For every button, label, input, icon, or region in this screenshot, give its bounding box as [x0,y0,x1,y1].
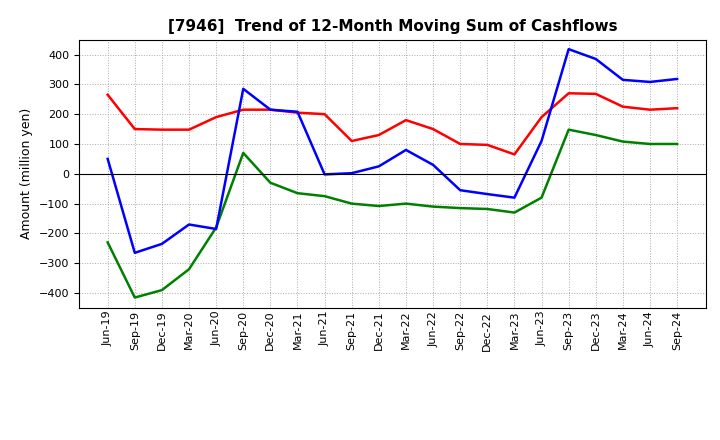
Operating Cashflow [428,126,437,132]
Investing Cashflow [104,240,112,245]
Investing Cashflow [428,204,437,209]
Investing Cashflow [646,141,654,147]
Free Cashflow [130,250,139,256]
Investing Cashflow [483,206,492,212]
Free Cashflow [591,56,600,62]
Operating Cashflow [402,117,410,123]
Free Cashflow [402,147,410,153]
Free Cashflow [646,79,654,84]
Free Cashflow [212,226,220,231]
Investing Cashflow [537,195,546,200]
Free Cashflow [266,107,275,112]
Investing Cashflow [293,191,302,196]
Free Cashflow [320,172,329,177]
Operating Cashflow [537,114,546,120]
Operating Cashflow [456,141,464,147]
Free Cashflow [483,191,492,197]
Operating Cashflow [510,152,518,157]
Operating Cashflow [646,107,654,112]
Operating Cashflow [130,126,139,132]
Free Cashflow [672,76,681,81]
Investing Cashflow [402,201,410,206]
Operating Cashflow [104,92,112,97]
Free Cashflow [510,195,518,200]
Free Cashflow [428,162,437,168]
Investing Cashflow [510,210,518,215]
Operating Cashflow [672,106,681,111]
Operating Cashflow [591,91,600,96]
Y-axis label: Amount (million yen): Amount (million yen) [20,108,33,239]
Investing Cashflow [158,287,166,293]
Free Cashflow [537,138,546,143]
Free Cashflow [618,77,627,82]
Free Cashflow [374,164,383,169]
Investing Cashflow [456,205,464,211]
Investing Cashflow [239,150,248,156]
Investing Cashflow [591,132,600,138]
Line: Free Cashflow: Free Cashflow [108,49,677,253]
Investing Cashflow [374,203,383,209]
Free Cashflow [158,241,166,246]
Investing Cashflow [564,127,573,132]
Operating Cashflow [158,127,166,132]
Operating Cashflow [212,114,220,120]
Investing Cashflow [185,267,194,272]
Operating Cashflow [239,107,248,112]
Free Cashflow [456,187,464,193]
Line: Operating Cashflow: Operating Cashflow [108,93,677,154]
Investing Cashflow [320,194,329,199]
Operating Cashflow [483,142,492,147]
Operating Cashflow [348,138,356,143]
Free Cashflow [293,109,302,114]
Operating Cashflow [564,91,573,96]
Operating Cashflow [618,104,627,109]
Operating Cashflow [374,132,383,138]
Investing Cashflow [618,139,627,144]
Investing Cashflow [266,180,275,185]
Investing Cashflow [348,201,356,206]
Operating Cashflow [266,107,275,112]
Operating Cashflow [185,127,194,132]
Investing Cashflow [672,141,681,147]
Investing Cashflow [130,295,139,300]
Free Cashflow [185,222,194,227]
Free Cashflow [564,47,573,52]
Title: [7946]  Trend of 12-Month Moving Sum of Cashflows: [7946] Trend of 12-Month Moving Sum of C… [168,19,617,34]
Line: Investing Cashflow: Investing Cashflow [108,130,677,297]
Investing Cashflow [212,225,220,230]
Operating Cashflow [293,110,302,115]
Operating Cashflow [320,111,329,117]
Free Cashflow [104,156,112,161]
Free Cashflow [239,86,248,92]
Free Cashflow [348,171,356,176]
